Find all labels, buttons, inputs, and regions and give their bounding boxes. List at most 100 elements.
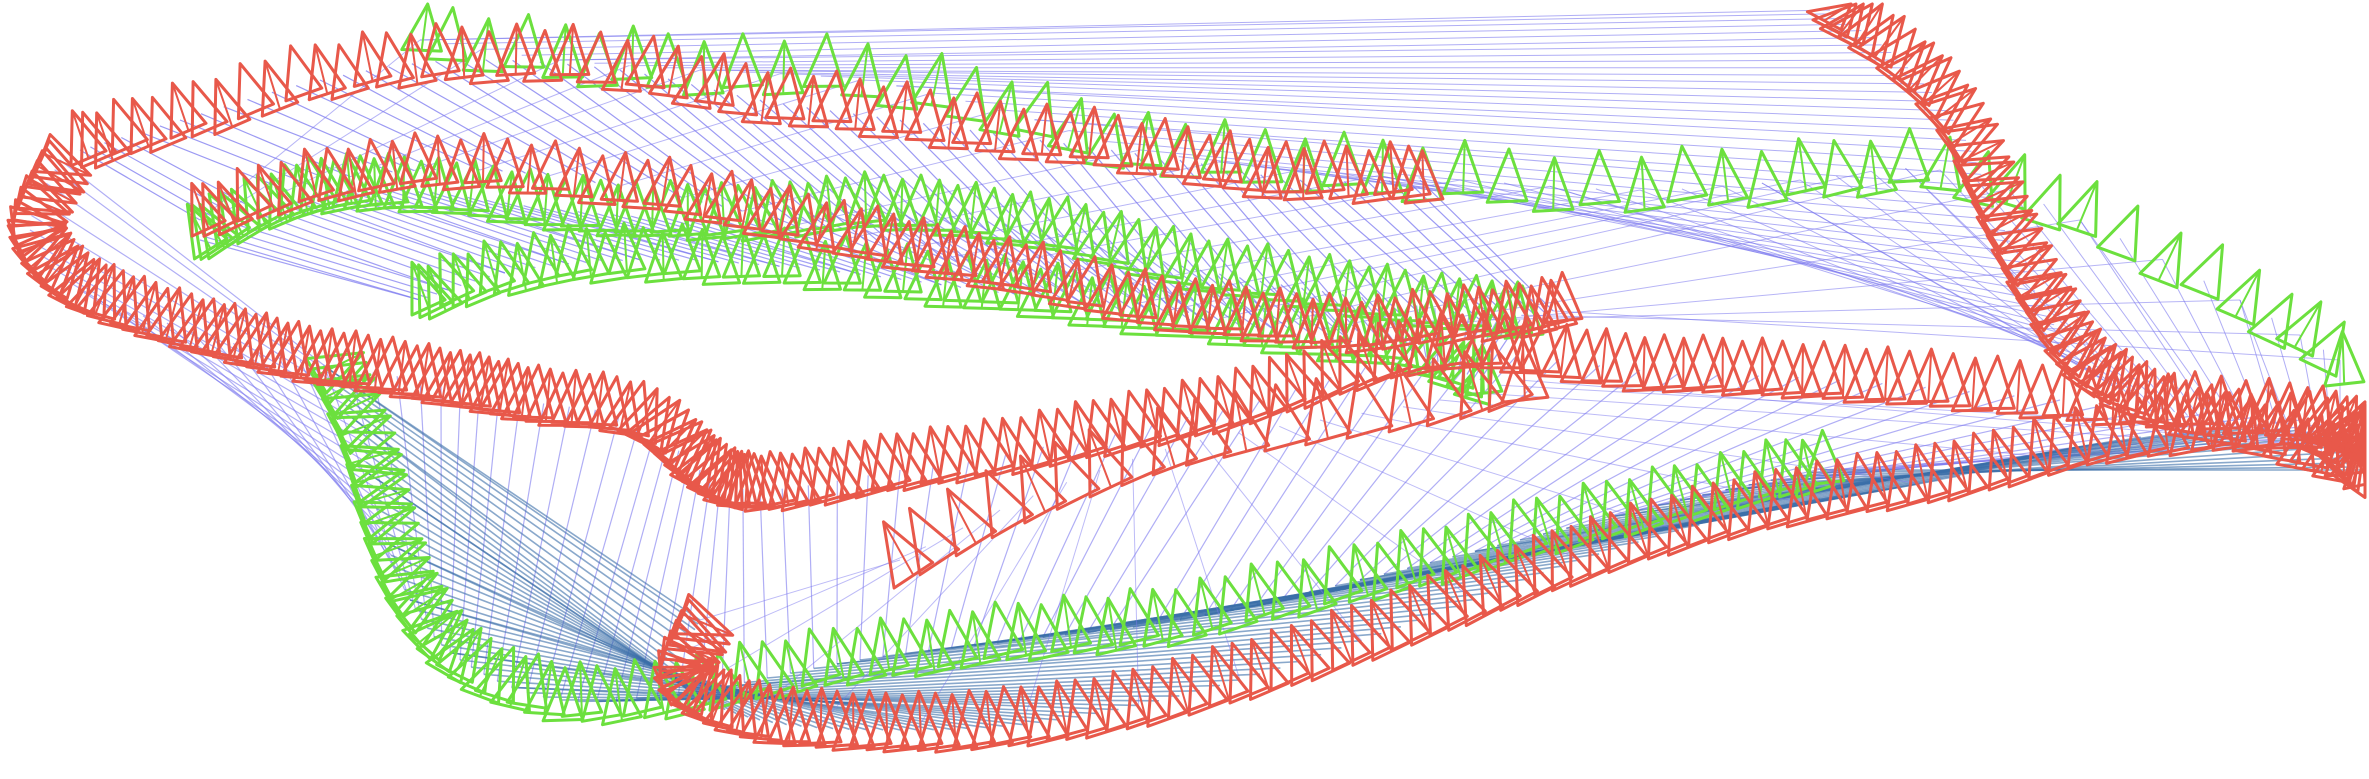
- camera-frustum-red-axis: [1906, 55, 1944, 93]
- pose-graph-edge: [481, 23, 1852, 50]
- camera-frustum-red-axis: [807, 76, 815, 127]
- camera-frustum-green: [740, 186, 782, 243]
- camera-frustum-red-axis: [1551, 530, 1573, 583]
- camera-frustum-green-axis: [861, 242, 868, 291]
- camera-frustum-red: [1120, 416, 1166, 487]
- camera-frustum-red-axis: [779, 452, 790, 506]
- camera-frustum-red: [671, 663, 720, 723]
- camera-frustum-red-axis: [1589, 516, 1610, 569]
- camera-frustum-red-axis: [1463, 351, 1484, 411]
- camera-frustum-red: [2018, 363, 2062, 420]
- camera-frustum-red: [75, 263, 117, 321]
- camera-frustum-red-axis: [1019, 455, 1047, 513]
- camera-frustum-green-axis: [879, 617, 891, 670]
- camera-frustum-green: [507, 241, 546, 297]
- camera-frustum-red: [69, 109, 108, 168]
- camera-frustum-red-axis: [2265, 401, 2281, 452]
- camera-frustum-green-axis: [373, 158, 377, 210]
- camera-frustum-red-axis: [397, 341, 407, 394]
- pose-graph-edge: [1139, 149, 2006, 232]
- pose-graph-edge: [362, 450, 685, 687]
- pose-graph-edge: [295, 85, 481, 171]
- camera-frustum-red-axis: [1131, 668, 1148, 723]
- camera-frustum-red: [109, 274, 151, 333]
- camera-frustum-red: [1952, 155, 2011, 196]
- pose-graph-edge: [1361, 412, 1801, 503]
- camera-frustum-green: [880, 177, 922, 232]
- camera-frustum-red: [245, 316, 288, 374]
- camera-frustum-green: [662, 222, 702, 276]
- camera-frustum-red: [1480, 288, 1520, 343]
- camera-frustum-red: [1021, 102, 1063, 157]
- camera-frustum-red: [725, 678, 770, 738]
- pose-graph-edge: [779, 73, 1940, 102]
- camera-frustum-red-axis: [2341, 423, 2345, 475]
- pose-graph-edge: [594, 52, 1892, 64]
- camera-frustum-red: [600, 38, 642, 93]
- camera-frustum-green: [682, 228, 722, 281]
- camera-frustum-red: [1304, 139, 1346, 195]
- camera-frustum-red-axis: [1927, 349, 1933, 402]
- camera-frustum-red: [1975, 209, 2034, 252]
- camera-frustum-red: [1980, 212, 2039, 255]
- pose-graph-edge: [342, 74, 526, 174]
- camera-frustum-green: [1418, 527, 1459, 588]
- camera-frustum-red: [441, 138, 482, 192]
- camera-frustum-red-axis: [482, 133, 485, 182]
- camera-frustum-red-axis: [947, 97, 955, 149]
- camera-frustum-red: [531, 139, 571, 191]
- camera-frustum-red: [1544, 270, 1584, 324]
- pose-graph-edge: [222, 227, 438, 295]
- camera-frustum-green: [625, 226, 665, 280]
- pose-graph-edge: [1299, 179, 1466, 323]
- pose-graph-edge: [365, 70, 550, 177]
- camera-frustum-red: [811, 69, 853, 124]
- camera-frustum-green-axis: [1260, 243, 1269, 294]
- camera-frustum-green-axis: [543, 174, 549, 225]
- camera-frustum-red-axis: [544, 369, 552, 422]
- camera-frustum-red: [563, 372, 606, 429]
- camera-frustum-green-axis: [1062, 595, 1073, 648]
- camera-frustum-green: [1441, 138, 1485, 196]
- camera-frustum-red: [1345, 370, 1394, 440]
- camera-frustum-green: [800, 627, 842, 688]
- camera-frustum-red: [778, 192, 818, 246]
- camera-frustum-green-axis: [1250, 563, 1266, 616]
- camera-frustum-red-axis: [2320, 423, 2335, 473]
- camera-frustum-green: [875, 54, 919, 111]
- pose-graph-edge: [213, 232, 428, 299]
- camera-frustum-red-axis: [1389, 141, 1395, 193]
- camera-frustum-green-axis: [420, 3, 429, 51]
- camera-frustum-red-axis: [667, 46, 680, 96]
- camera-frustum-green: [1492, 280, 1534, 335]
- camera-frustum-red-axis: [1376, 294, 1384, 343]
- camera-frustum-green: [1600, 479, 1642, 541]
- pose-graph-edge: [336, 383, 692, 637]
- camera-frustum-red-axis: [1795, 467, 1809, 522]
- camera-frustum-green: [1297, 304, 1337, 356]
- camera-frustum-green: [2096, 204, 2140, 263]
- camera-frustum-green-axis: [1151, 589, 1164, 642]
- camera-frustum-red: [965, 238, 1005, 291]
- camera-frustum-red: [388, 344, 432, 401]
- camera-frustum-red: [1995, 359, 2039, 415]
- camera-frustum-red-axis: [1345, 146, 1350, 197]
- camera-frustum-green-axis: [1074, 204, 1087, 254]
- camera-frustum-red: [701, 674, 746, 734]
- camera-frustum-green: [936, 608, 979, 669]
- camera-frustum-red: [129, 97, 168, 156]
- camera-frustum-red-axis: [42, 152, 92, 177]
- pose-graph-edge: [1086, 408, 1225, 633]
- camera-frustum-red-axis: [1421, 150, 1425, 202]
- camera-frustum-red: [1863, 345, 1907, 402]
- pose-graph-edge: [470, 395, 500, 668]
- camera-frustum-red: [340, 333, 384, 390]
- camera-frustum-green-axis: [784, 640, 799, 693]
- camera-frustum-green-axis: [1462, 140, 1466, 193]
- camera-frustum-green-axis: [2234, 269, 2261, 318]
- camera-frustum-red: [865, 691, 910, 752]
- camera-frustum-red: [1068, 105, 1110, 160]
- camera-frustum-red-axis: [94, 264, 116, 314]
- camera-frustum-red-axis: [701, 173, 713, 222]
- camera-frustum-red-axis: [1642, 337, 1646, 391]
